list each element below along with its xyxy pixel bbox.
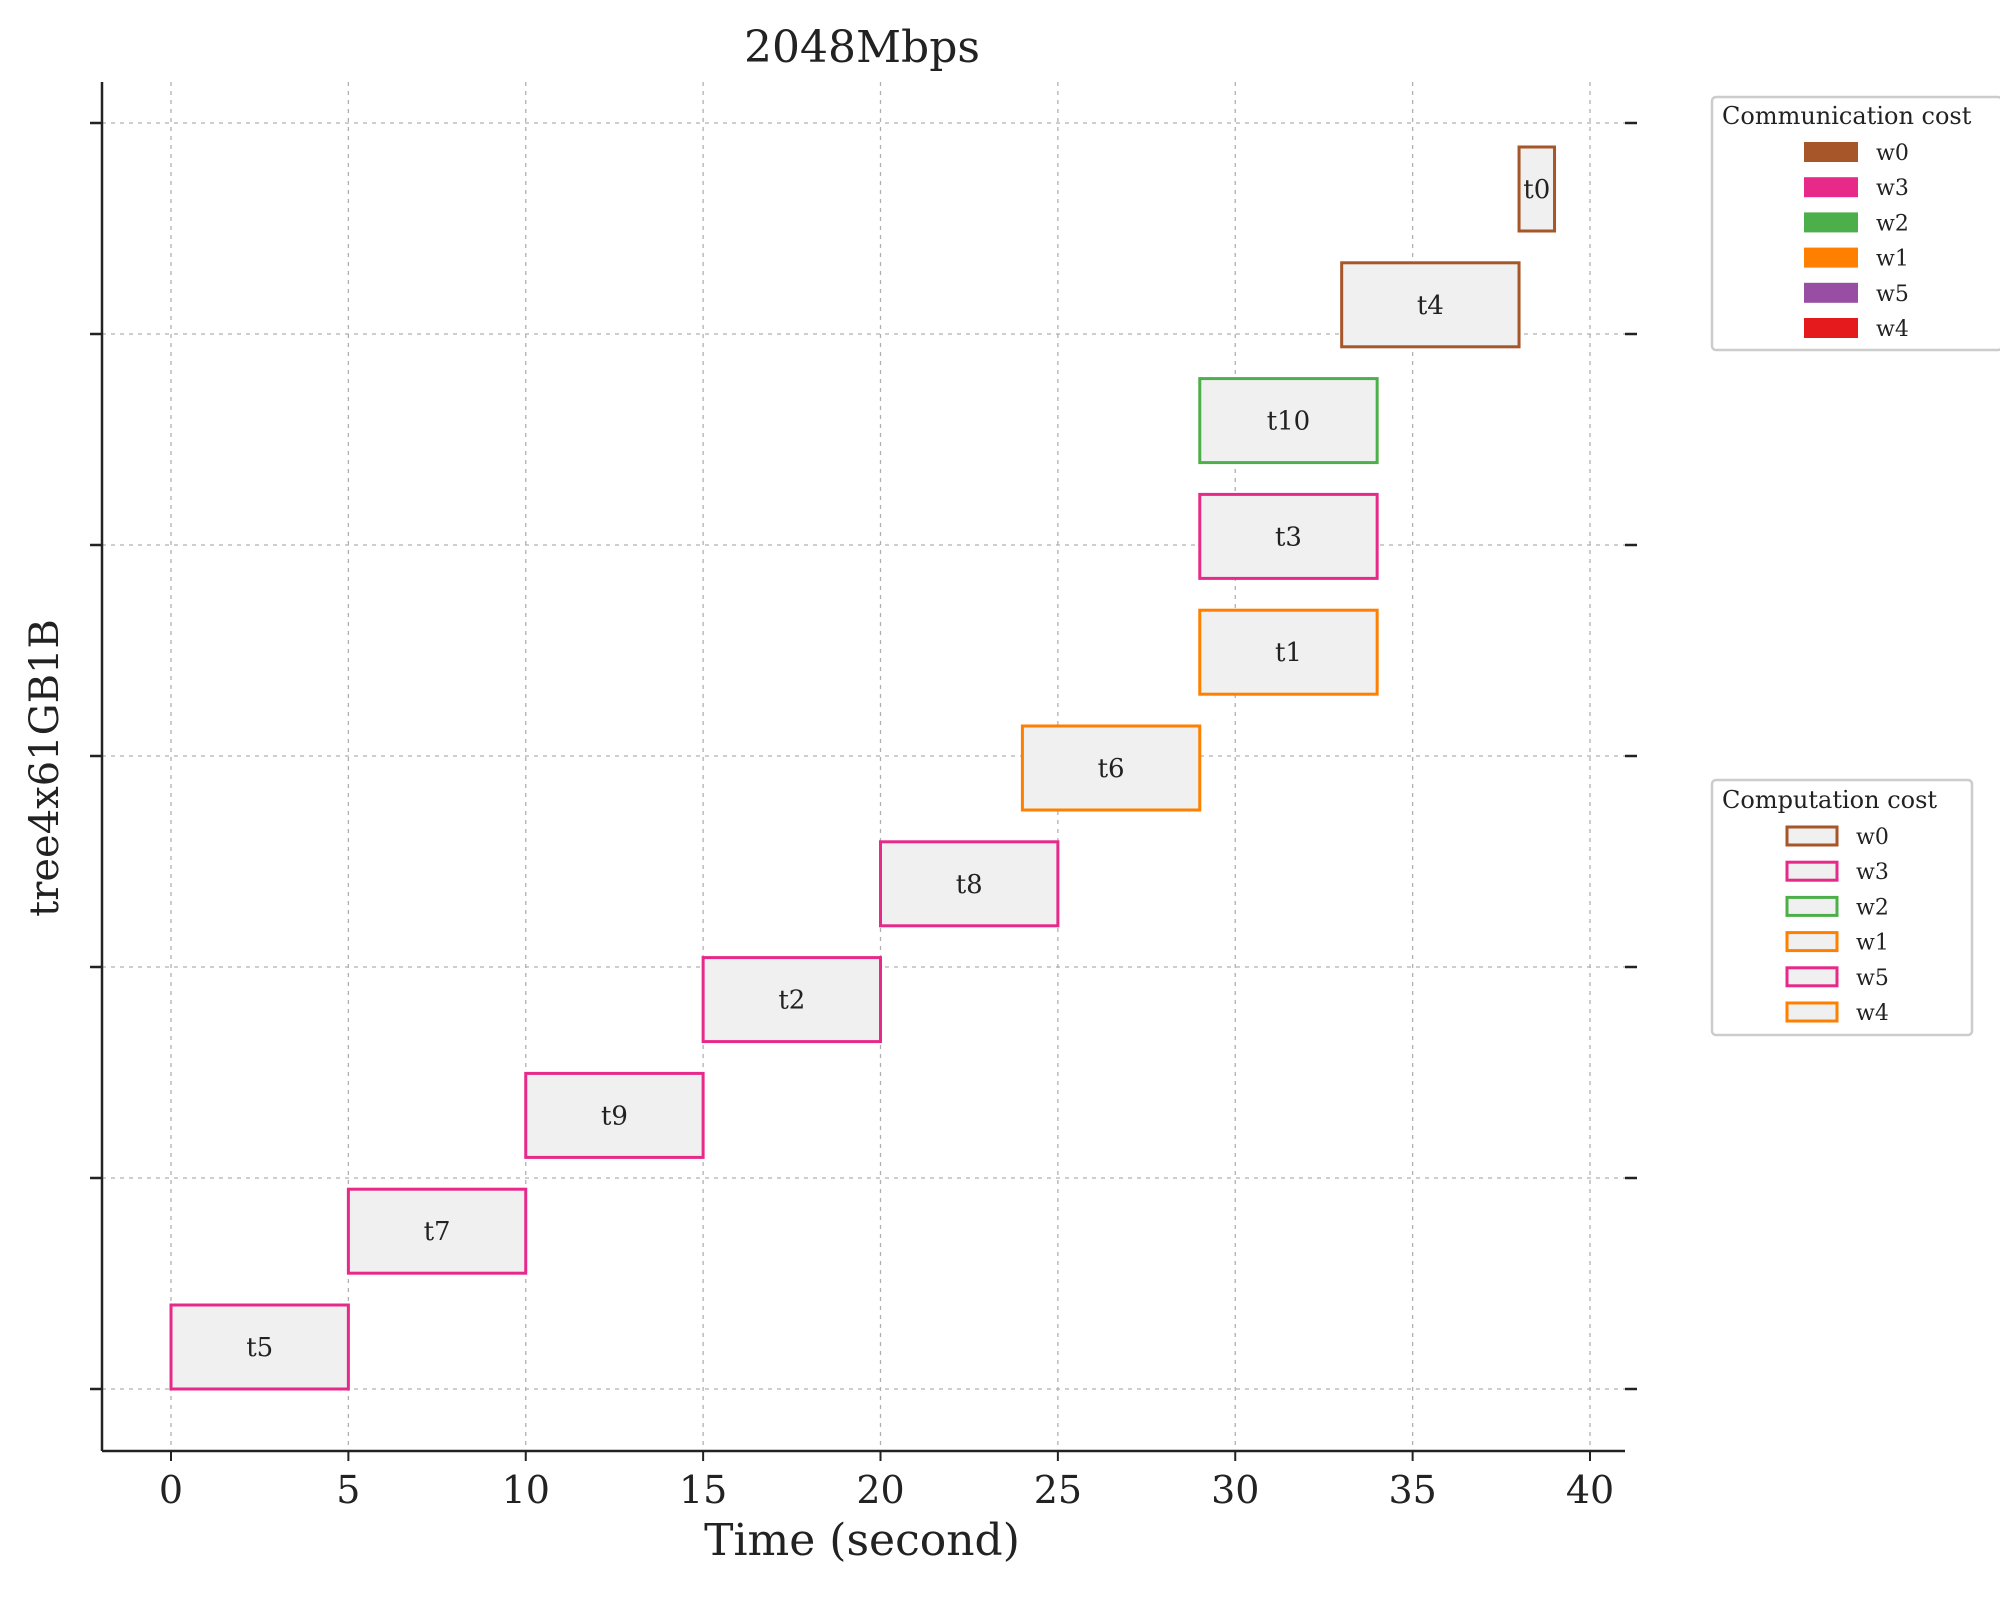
legend-entry-w0: w0 bbox=[1804, 141, 1909, 166]
legend-swatch bbox=[1804, 318, 1858, 338]
legend-communication-title: Communication cost bbox=[1722, 102, 1972, 130]
task-bar-rect bbox=[879, 840, 1060, 928]
y-axis-label: tree4x61GB1B bbox=[22, 619, 68, 917]
task-bar-rect bbox=[701, 956, 882, 1044]
task-bar-rect bbox=[1198, 377, 1379, 465]
legend-swatch bbox=[1785, 860, 1839, 882]
task-bar-label: t8 bbox=[956, 870, 983, 900]
task-bar-rect bbox=[1198, 492, 1379, 580]
legend-entry-w1: w1 bbox=[1804, 247, 1909, 272]
legend-entry-label: w5 bbox=[1876, 282, 1909, 307]
legend-swatch bbox=[1785, 1001, 1839, 1023]
task-bar-rect bbox=[346, 1187, 528, 1275]
x-tick-label: 15 bbox=[679, 1468, 727, 1512]
task-bar-t8: t8 bbox=[879, 840, 1060, 928]
task-bar-label: t3 bbox=[1275, 522, 1302, 552]
legend-entry-label: w0 bbox=[1876, 141, 1909, 166]
x-tick-label: 20 bbox=[856, 1468, 904, 1512]
legend-entry-w2: w2 bbox=[1804, 211, 1909, 236]
legend-entry-label: w4 bbox=[1876, 317, 1909, 342]
task-bar-rect bbox=[1198, 608, 1379, 696]
x-axis-label: Time (second) bbox=[704, 1515, 1020, 1566]
legend-swatch bbox=[1804, 247, 1858, 268]
task-bar-label: t0 bbox=[1523, 175, 1550, 205]
x-tick-label: 35 bbox=[1388, 1468, 1436, 1512]
legend-entry-label: w0 bbox=[1856, 825, 1889, 850]
legend-swatch bbox=[1804, 212, 1858, 233]
legend-swatch bbox=[1804, 177, 1858, 198]
task-bar-rect bbox=[1517, 145, 1557, 233]
legend-entry-w5: w5 bbox=[1804, 282, 1909, 307]
task-bars: t5 t7 t9 t2 t8 t6 t1 t3 t10 t4 t0 bbox=[169, 145, 1557, 1391]
legend-swatch bbox=[1804, 142, 1858, 162]
legend-entry-w4: w4 bbox=[1804, 317, 1909, 342]
legend-entry-w3: w3 bbox=[1804, 176, 1909, 201]
chart-title: 2048Mbps bbox=[744, 22, 980, 73]
task-bar-t5: t5 bbox=[169, 1303, 350, 1391]
x-ticks: 0 5 10 15 20 25 30 35 40 bbox=[159, 1451, 1614, 1512]
legend-entry-w1: w1 bbox=[1785, 931, 1889, 956]
legend-entry-w4: w4 bbox=[1785, 1001, 1889, 1026]
legend-entry-w3: w3 bbox=[1785, 860, 1889, 885]
y-ticks bbox=[90, 121, 1637, 1391]
task-bar-label: t2 bbox=[778, 986, 805, 1016]
task-bar-t2: t2 bbox=[701, 956, 882, 1044]
task-bar-t9: t9 bbox=[524, 1071, 705, 1159]
legend-entry-label: w5 bbox=[1856, 966, 1889, 991]
legend-swatch bbox=[1785, 895, 1839, 917]
legend-entry-label: w3 bbox=[1876, 176, 1909, 201]
task-bar-label: t10 bbox=[1267, 407, 1311, 437]
task-bar-label: t9 bbox=[601, 1101, 628, 1131]
task-bar-t4: t4 bbox=[1340, 261, 1521, 349]
x-tick-label: 30 bbox=[1211, 1468, 1259, 1512]
x-tick-label: 10 bbox=[502, 1468, 550, 1512]
x-tick-label: 25 bbox=[1034, 1468, 1082, 1512]
legend-computation-title: Computation cost bbox=[1722, 786, 1937, 814]
legend-entry-label: w3 bbox=[1856, 860, 1889, 885]
task-bar-rect bbox=[169, 1303, 350, 1391]
legend-communication-entries: w0 w3 w2 w1 w5 w4 bbox=[1804, 141, 1909, 342]
legend-entry-label: w2 bbox=[1876, 211, 1909, 236]
task-bar-label: t6 bbox=[1098, 754, 1125, 784]
legend-entry-label: w1 bbox=[1856, 931, 1889, 956]
legend-swatch bbox=[1785, 966, 1839, 988]
legend-swatch bbox=[1785, 931, 1839, 953]
task-bar-rect bbox=[524, 1071, 705, 1159]
legend-swatch bbox=[1785, 825, 1839, 847]
legend-entry-label: w1 bbox=[1876, 247, 1909, 272]
task-bar-t0: t0 bbox=[1517, 145, 1557, 233]
task-bar-t7: t7 bbox=[346, 1187, 528, 1275]
task-bar-label: t1 bbox=[1275, 638, 1302, 668]
task-bar-rect bbox=[1020, 724, 1202, 812]
legend-entry-w2: w2 bbox=[1785, 895, 1889, 920]
legend-computation-entries: w0 w3 w2 w1 w5 w4 bbox=[1785, 825, 1889, 1026]
task-bar-label: t7 bbox=[424, 1217, 451, 1247]
x-tick-label: 40 bbox=[1566, 1468, 1614, 1512]
legend-computation-cost: Computation cost w0 w3 w2 w1 w5 w4 bbox=[1710, 778, 1974, 1037]
x-tick-label: 5 bbox=[336, 1468, 360, 1512]
task-bar-label: t4 bbox=[1417, 291, 1444, 321]
legend-communication-cost: Communication cost w0 w3 w2 w1 w5 w4 bbox=[1710, 95, 2000, 352]
task-bar-label: t5 bbox=[246, 1333, 273, 1363]
task-bar-rect bbox=[1340, 261, 1521, 349]
task-bar-t10: t10 bbox=[1198, 377, 1379, 465]
legend-entry-label: w4 bbox=[1856, 1001, 1889, 1026]
task-bar-t6: t6 bbox=[1020, 724, 1202, 812]
task-bar-t3: t3 bbox=[1198, 492, 1379, 580]
legend-computation-frame bbox=[1710, 778, 1974, 1037]
x-tick-label: 0 bbox=[159, 1468, 183, 1512]
task-bar-t1: t1 bbox=[1198, 608, 1379, 696]
legend-swatch bbox=[1804, 282, 1858, 303]
legend-entry-w0: w0 bbox=[1785, 825, 1889, 850]
legend-entry-w5: w5 bbox=[1785, 966, 1889, 991]
legend-entry-label: w2 bbox=[1856, 895, 1889, 920]
axes bbox=[100, 82, 1625, 1453]
